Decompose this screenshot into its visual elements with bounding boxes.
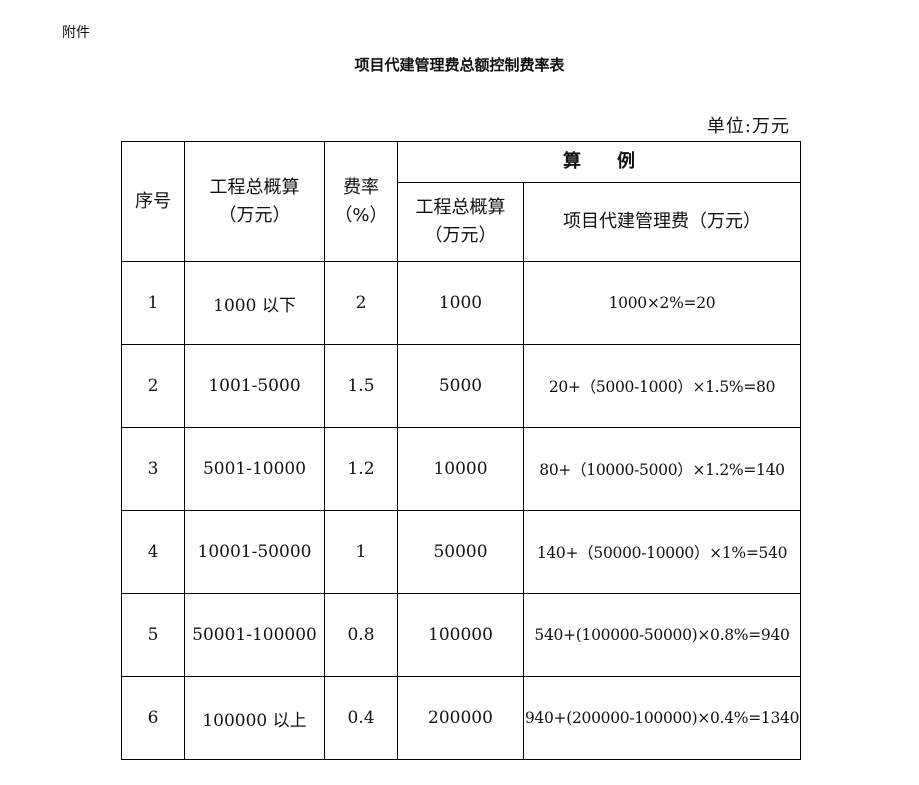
cell-budget: 100000: [397, 593, 524, 677]
header-example-budget-text: 工程总概算: [415, 197, 506, 218]
cell-budget: 1000: [397, 261, 524, 345]
header-example-fee: 项目代建管理费（万元）: [523, 182, 801, 262]
header-total-budget-text: 工程总概算: [209, 176, 300, 198]
table-row: 4 10001-50000 1 50000 140+（50000-10000）×1%=5…: [121, 510, 801, 594]
table-row: 5 50001-100000 0.8 100000 540+(100000-50000)…: [121, 593, 801, 677]
cell-index: 1: [121, 261, 185, 345]
cell-rate: 0.8: [324, 593, 398, 677]
header-example-budget: 工程总概算 （万元）: [397, 182, 524, 262]
cell-rate: 2: [324, 261, 398, 345]
header-rate-unit: （%）: [334, 204, 388, 226]
cell-rate: 1.2: [324, 427, 398, 511]
cell-calc: 140+（50000-10000）×1%=540: [523, 510, 801, 594]
cell-budget: 50000: [397, 510, 524, 594]
header-example-budget-unit: （万元）: [424, 225, 497, 246]
cell-index: 3: [121, 427, 185, 511]
fee-rate-table: 序号 工程总概算 （万元） 费率 （%） 算 例 工程总概算 （万元） 项目代建管理费…: [121, 141, 801, 760]
table-row: 1 1000 以下 2 1000 1000×2%=20: [121, 261, 801, 345]
table-row: 2 1001-5000 1.5 5000 20+（5000-1000）×1.5%=80: [121, 344, 801, 428]
cell-range: 5001-10000: [184, 427, 325, 511]
cell-budget: 200000: [397, 676, 524, 760]
cell-range: 100000 以上: [184, 676, 325, 760]
cell-rate: 1.5: [324, 344, 398, 428]
header-rate: 费率 （%）: [324, 141, 398, 262]
cell-calc: 80+（10000-5000）×1.2%=140: [523, 427, 801, 511]
cell-index: 2: [121, 344, 185, 428]
cell-range: 50001-100000: [184, 593, 325, 677]
table-row: 6 100000 以上 0.4 200000 940+(200000-100000)×0…: [121, 676, 801, 760]
cell-index: 5: [121, 593, 185, 677]
cell-budget: 5000: [397, 344, 524, 428]
table-row: 3 5001-10000 1.2 10000 80+（10000-5000）×1.2%=…: [121, 427, 801, 511]
attachment-label: 附件: [62, 25, 90, 41]
header-rate-text: 费率: [343, 176, 379, 198]
cell-range: 10001-50000: [184, 510, 325, 594]
cell-index: 4: [121, 510, 185, 594]
header-total-budget-unit: （万元）: [218, 204, 291, 226]
header-index: 序号: [121, 141, 185, 262]
header-total-budget: 工程总概算 （万元）: [184, 141, 325, 262]
cell-range: 1000 以下: [184, 261, 325, 345]
cell-rate: 0.4: [324, 676, 398, 760]
cell-rate: 1: [324, 510, 398, 594]
document-title: 项目代建管理费总额控制费率表: [354, 56, 565, 74]
cell-index: 6: [121, 676, 185, 760]
cell-range: 1001-5000: [184, 344, 325, 428]
cell-calc: 20+（5000-1000）×1.5%=80: [523, 344, 801, 428]
cell-calc: 540+(100000-50000)×0.8%=940: [523, 593, 801, 677]
unit-label: 单位:万元: [706, 116, 790, 137]
header-example: 算 例: [397, 141, 801, 183]
cell-budget: 10000: [397, 427, 524, 511]
header-index-text: 序号: [135, 190, 171, 212]
cell-calc: 940+(200000-100000)×0.4%=1340: [523, 676, 801, 760]
cell-calc: 1000×2%=20: [523, 261, 801, 345]
